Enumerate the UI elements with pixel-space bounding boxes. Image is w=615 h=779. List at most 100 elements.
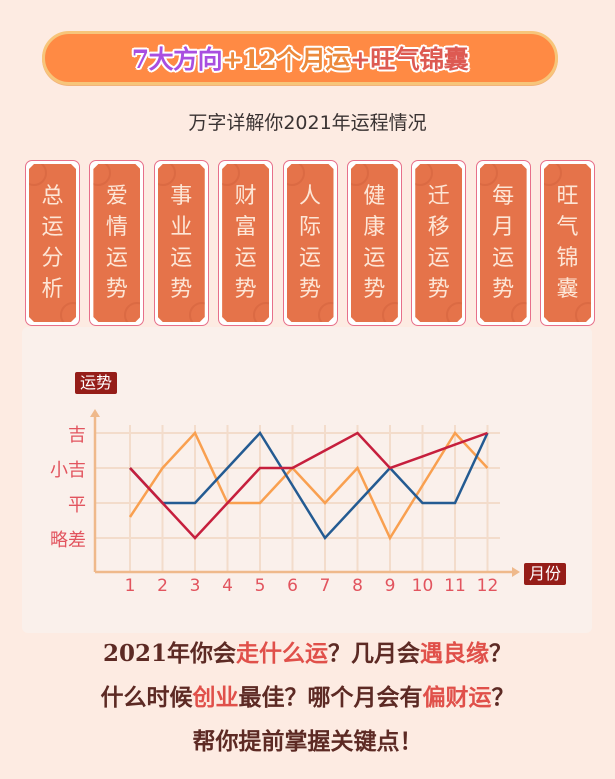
cloud-pattern-icon bbox=[222, 164, 240, 186]
cloud-pattern-icon bbox=[124, 302, 140, 322]
x-tick-label: 10 bbox=[411, 576, 434, 596]
banner-segment-directions: 7大方向 bbox=[131, 45, 223, 74]
category-tile-char: 运 bbox=[41, 215, 64, 240]
category-tile-body: 健康运势 bbox=[351, 164, 398, 322]
category-tile-body: 爱情运势 bbox=[93, 164, 140, 322]
cloud-pattern-icon bbox=[446, 302, 462, 322]
category-tile-char: 财 bbox=[234, 184, 257, 209]
cloud-pattern-icon bbox=[158, 164, 176, 186]
category-tile-char: 运 bbox=[427, 246, 450, 271]
category-tile-char: 业 bbox=[170, 215, 193, 240]
y-tick-label: 吉 bbox=[68, 425, 86, 446]
category-tile-char: 事 bbox=[170, 184, 193, 209]
x-tick-label: 2 bbox=[157, 576, 168, 596]
category-tile-char: 人 bbox=[298, 184, 321, 209]
category-tile-char: 势 bbox=[298, 277, 321, 302]
series-line-orange bbox=[128, 430, 489, 541]
promo-text-segment: 2021年你会 bbox=[102, 640, 236, 667]
category-tile-char: 运 bbox=[234, 246, 257, 271]
category-tile-char: 旺 bbox=[556, 184, 579, 209]
cloud-pattern-icon bbox=[253, 302, 269, 322]
x-axis-arrow-icon bbox=[512, 567, 520, 577]
category-tile-body: 总运分析 bbox=[29, 164, 76, 322]
category-tile-char: 每 bbox=[492, 184, 515, 209]
category-tiles: 总运分析爱情运势事业运势财富运势人际运势健康运势迁移运势每月运势旺气锦囊 bbox=[25, 160, 595, 326]
highlight-text: 创业 bbox=[192, 684, 239, 711]
series-line-blue bbox=[129, 430, 489, 541]
promo-text-segment: ？几月会 bbox=[328, 640, 420, 667]
category-tile[interactable]: 旺气锦囊 bbox=[540, 160, 595, 326]
category-tile[interactable]: 迁移运势 bbox=[411, 160, 467, 326]
highlight-text: 偏财运 bbox=[422, 684, 492, 711]
highlight-text: 遇良缘 bbox=[420, 640, 489, 667]
category-tile-char: 势 bbox=[363, 277, 386, 302]
category-tile[interactable]: 人际运势 bbox=[282, 160, 338, 326]
category-tile-body: 每月运势 bbox=[480, 164, 527, 322]
x-tick-label: 1 bbox=[124, 576, 136, 596]
category-tile-char: 气 bbox=[556, 215, 579, 240]
category-tile-char: 运 bbox=[298, 246, 321, 271]
cloud-pattern-icon bbox=[575, 302, 591, 322]
category-tile-body: 旺气锦囊 bbox=[544, 164, 591, 322]
y-tick-label: 小吉 bbox=[50, 460, 86, 481]
y-tick-label: 略差 bbox=[50, 530, 86, 551]
cloud-pattern-icon bbox=[29, 164, 47, 186]
promo-line: 帮你提前掌握关键点！ bbox=[0, 720, 615, 764]
category-tile-char: 势 bbox=[427, 277, 450, 302]
category-tile-char: 囊 bbox=[556, 277, 579, 302]
promo-text-segment: 最佳？哪个月会有 bbox=[238, 684, 423, 711]
category-tile[interactable]: 财富运势 bbox=[218, 160, 274, 326]
cloud-pattern-icon bbox=[318, 302, 334, 322]
category-tile-char: 势 bbox=[170, 277, 193, 302]
category-tile-char: 情 bbox=[105, 215, 128, 240]
cloud-pattern-icon bbox=[480, 164, 498, 186]
x-tick-label: 12 bbox=[476, 576, 499, 596]
banner-segment-months: +12个月运 bbox=[222, 45, 350, 74]
promo-text-segment: ？ bbox=[489, 640, 512, 667]
cloud-pattern-icon bbox=[511, 302, 527, 322]
promo-text: 2021年你会走什么运？几月会遇良缘？ 什么时候创业最佳？哪个月会有偏财运？ 帮你提… bbox=[0, 632, 615, 764]
fortune-line-chart bbox=[90, 409, 520, 577]
cloud-pattern-icon bbox=[415, 164, 433, 186]
cloud-pattern-icon bbox=[60, 302, 76, 322]
category-tile-char: 分 bbox=[41, 246, 64, 271]
category-tile-char: 爱 bbox=[105, 184, 128, 209]
category-tile[interactable]: 爱情运势 bbox=[89, 160, 145, 326]
x-tick-label: 9 bbox=[384, 576, 396, 596]
promo-line: 什么时候创业最佳？哪个月会有偏财运？ bbox=[0, 676, 615, 720]
category-tile[interactable]: 每月运势 bbox=[475, 160, 531, 326]
subtitle: 万字详解你2021年运程情况 bbox=[188, 112, 427, 134]
category-tile-char: 富 bbox=[234, 215, 257, 240]
category-tile-char: 运 bbox=[492, 246, 515, 271]
category-tile-char: 总 bbox=[41, 184, 64, 209]
category-tile-char: 势 bbox=[492, 277, 515, 302]
x-tick-label: 8 bbox=[352, 576, 363, 596]
category-tile-body: 财富运势 bbox=[222, 164, 269, 322]
category-tile-char: 运 bbox=[170, 246, 193, 271]
category-tile[interactable]: 事业运势 bbox=[153, 160, 209, 326]
category-tile-char: 析 bbox=[41, 277, 64, 302]
cloud-pattern-icon bbox=[287, 164, 305, 186]
cloud-pattern-icon bbox=[382, 302, 398, 322]
category-tile-char: 锦 bbox=[556, 246, 579, 271]
banner: 7大方向+12个月运+旺气锦囊 bbox=[42, 31, 558, 85]
cloud-pattern-icon bbox=[93, 164, 111, 186]
category-tile[interactable]: 总运分析 bbox=[25, 160, 80, 326]
x-axis-title-tag: 月份 bbox=[524, 563, 567, 585]
category-tile-char: 际 bbox=[298, 215, 321, 240]
cloud-pattern-icon bbox=[544, 164, 562, 186]
banner-title: 7大方向+12个月运+旺气锦囊 bbox=[132, 40, 469, 76]
category-tile-char: 势 bbox=[234, 277, 257, 302]
category-tile-char: 运 bbox=[105, 246, 128, 271]
category-tile-char: 月 bbox=[492, 215, 515, 240]
promo-text-segment: ？ bbox=[491, 684, 515, 711]
x-tick-label: 3 bbox=[189, 576, 201, 596]
y-axis-title-tag: 运势 bbox=[75, 372, 118, 394]
x-tick-label: 4 bbox=[222, 576, 233, 596]
cloud-pattern-icon bbox=[189, 302, 205, 322]
fortune-chart-panel: 运势 月份 略差平小吉吉 1 2 3 4 5 6 7 8 9 10 11 12 bbox=[22, 327, 592, 633]
category-tile[interactable]: 健康运势 bbox=[346, 160, 402, 326]
highlight-text: 走什么运 bbox=[236, 640, 328, 667]
category-tile-char: 势 bbox=[105, 277, 128, 302]
category-tile-body: 事业运势 bbox=[158, 164, 205, 322]
